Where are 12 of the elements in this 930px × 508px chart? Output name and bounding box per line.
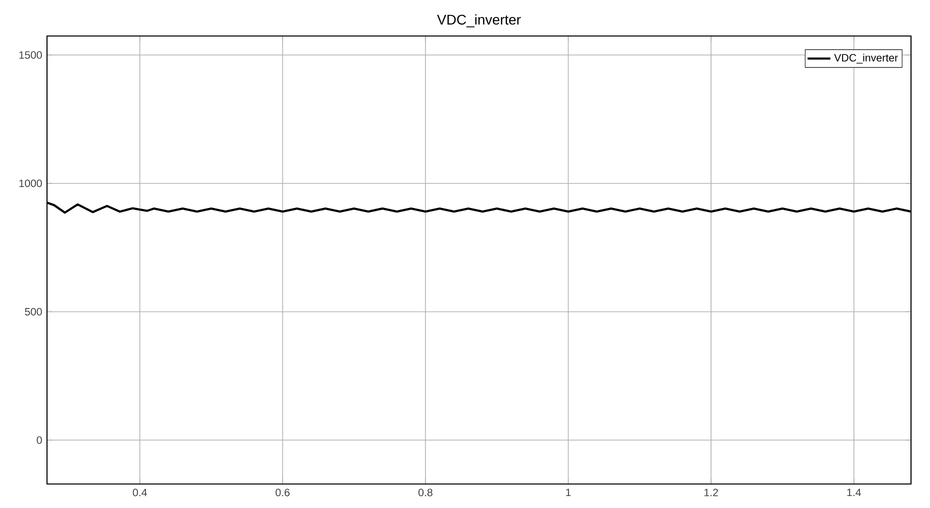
x-tick-label: 1.4 <box>847 488 861 496</box>
x-tick-label: 0.6 <box>276 488 290 496</box>
y-tick-label: 1500 <box>19 51 42 59</box>
x-tick-label: 0.4 <box>132 488 147 496</box>
y-tick-label: 500 <box>24 308 42 316</box>
chart-title: VDC_inverter <box>437 14 521 28</box>
y-tick-label: 1000 <box>19 180 42 188</box>
x-tick-label: 0.8 <box>418 488 432 496</box>
legend-label: VDC_inverter <box>834 54 898 64</box>
y-tick-label: 0 <box>36 436 42 444</box>
x-tick-label: 1.2 <box>704 488 718 496</box>
x-tick-label: 1 <box>566 488 571 496</box>
